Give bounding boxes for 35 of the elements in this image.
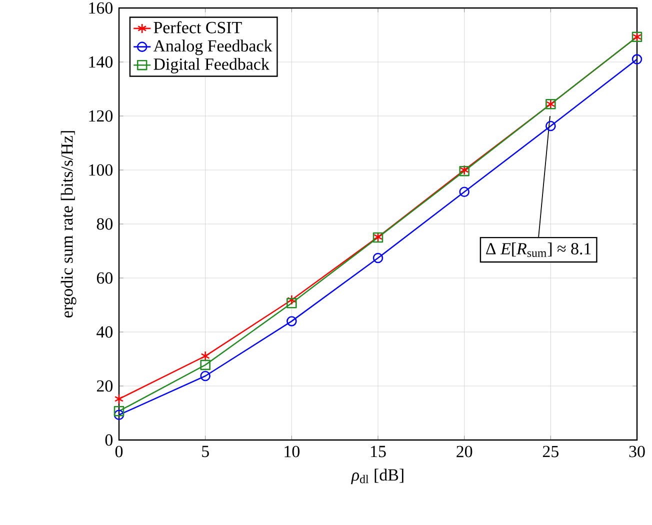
annotation: Δ E[R$_{sum}$] ≈ 8.1 <box>486 242 591 257</box>
point <box>200 350 210 362</box>
x-tick-label: 20 <box>456 446 472 458</box>
point <box>372 252 384 264</box>
point <box>632 54 642 64</box>
x-tick-label: 15 <box>371 446 386 458</box>
y-tick-label: 140 <box>89 56 113 68</box>
x-tick-label: 25 <box>542 446 558 458</box>
x-tick-label: 10 <box>284 446 300 458</box>
legend-label: Digital Feedback <box>154 58 270 74</box>
point <box>114 406 124 416</box>
legend-label: Analog Feedback <box>153 40 272 56</box>
y-tick-label: 80 <box>96 218 113 230</box>
point <box>287 294 296 305</box>
y-tick-label: 20 <box>96 380 113 392</box>
y-axis-title: ergodic sum rate [bits/s/Hz] <box>60 131 76 318</box>
y-tick-label: 120 <box>89 110 113 122</box>
point <box>200 360 210 370</box>
y-tick-label: 160 <box>89 2 113 14</box>
point <box>459 186 470 197</box>
y-tick-label: 60 <box>96 272 113 284</box>
point <box>114 394 124 404</box>
y-tick-label: 40 <box>96 326 113 338</box>
point <box>286 316 297 326</box>
point <box>546 120 556 132</box>
point <box>200 370 210 382</box>
x-tick-label: 5 <box>202 446 209 458</box>
point <box>286 298 297 308</box>
point <box>114 410 124 420</box>
x-tick-label: 30 <box>629 446 645 458</box>
y-tick-label: 100 <box>89 164 113 176</box>
y-tick-label: 0 <box>105 434 113 446</box>
x-axis-title: ρ$_{dl}$ [dB] <box>351 468 404 484</box>
legend-label: Perfect CSIT <box>154 21 242 34</box>
x-tick-label: 0 <box>115 446 123 458</box>
